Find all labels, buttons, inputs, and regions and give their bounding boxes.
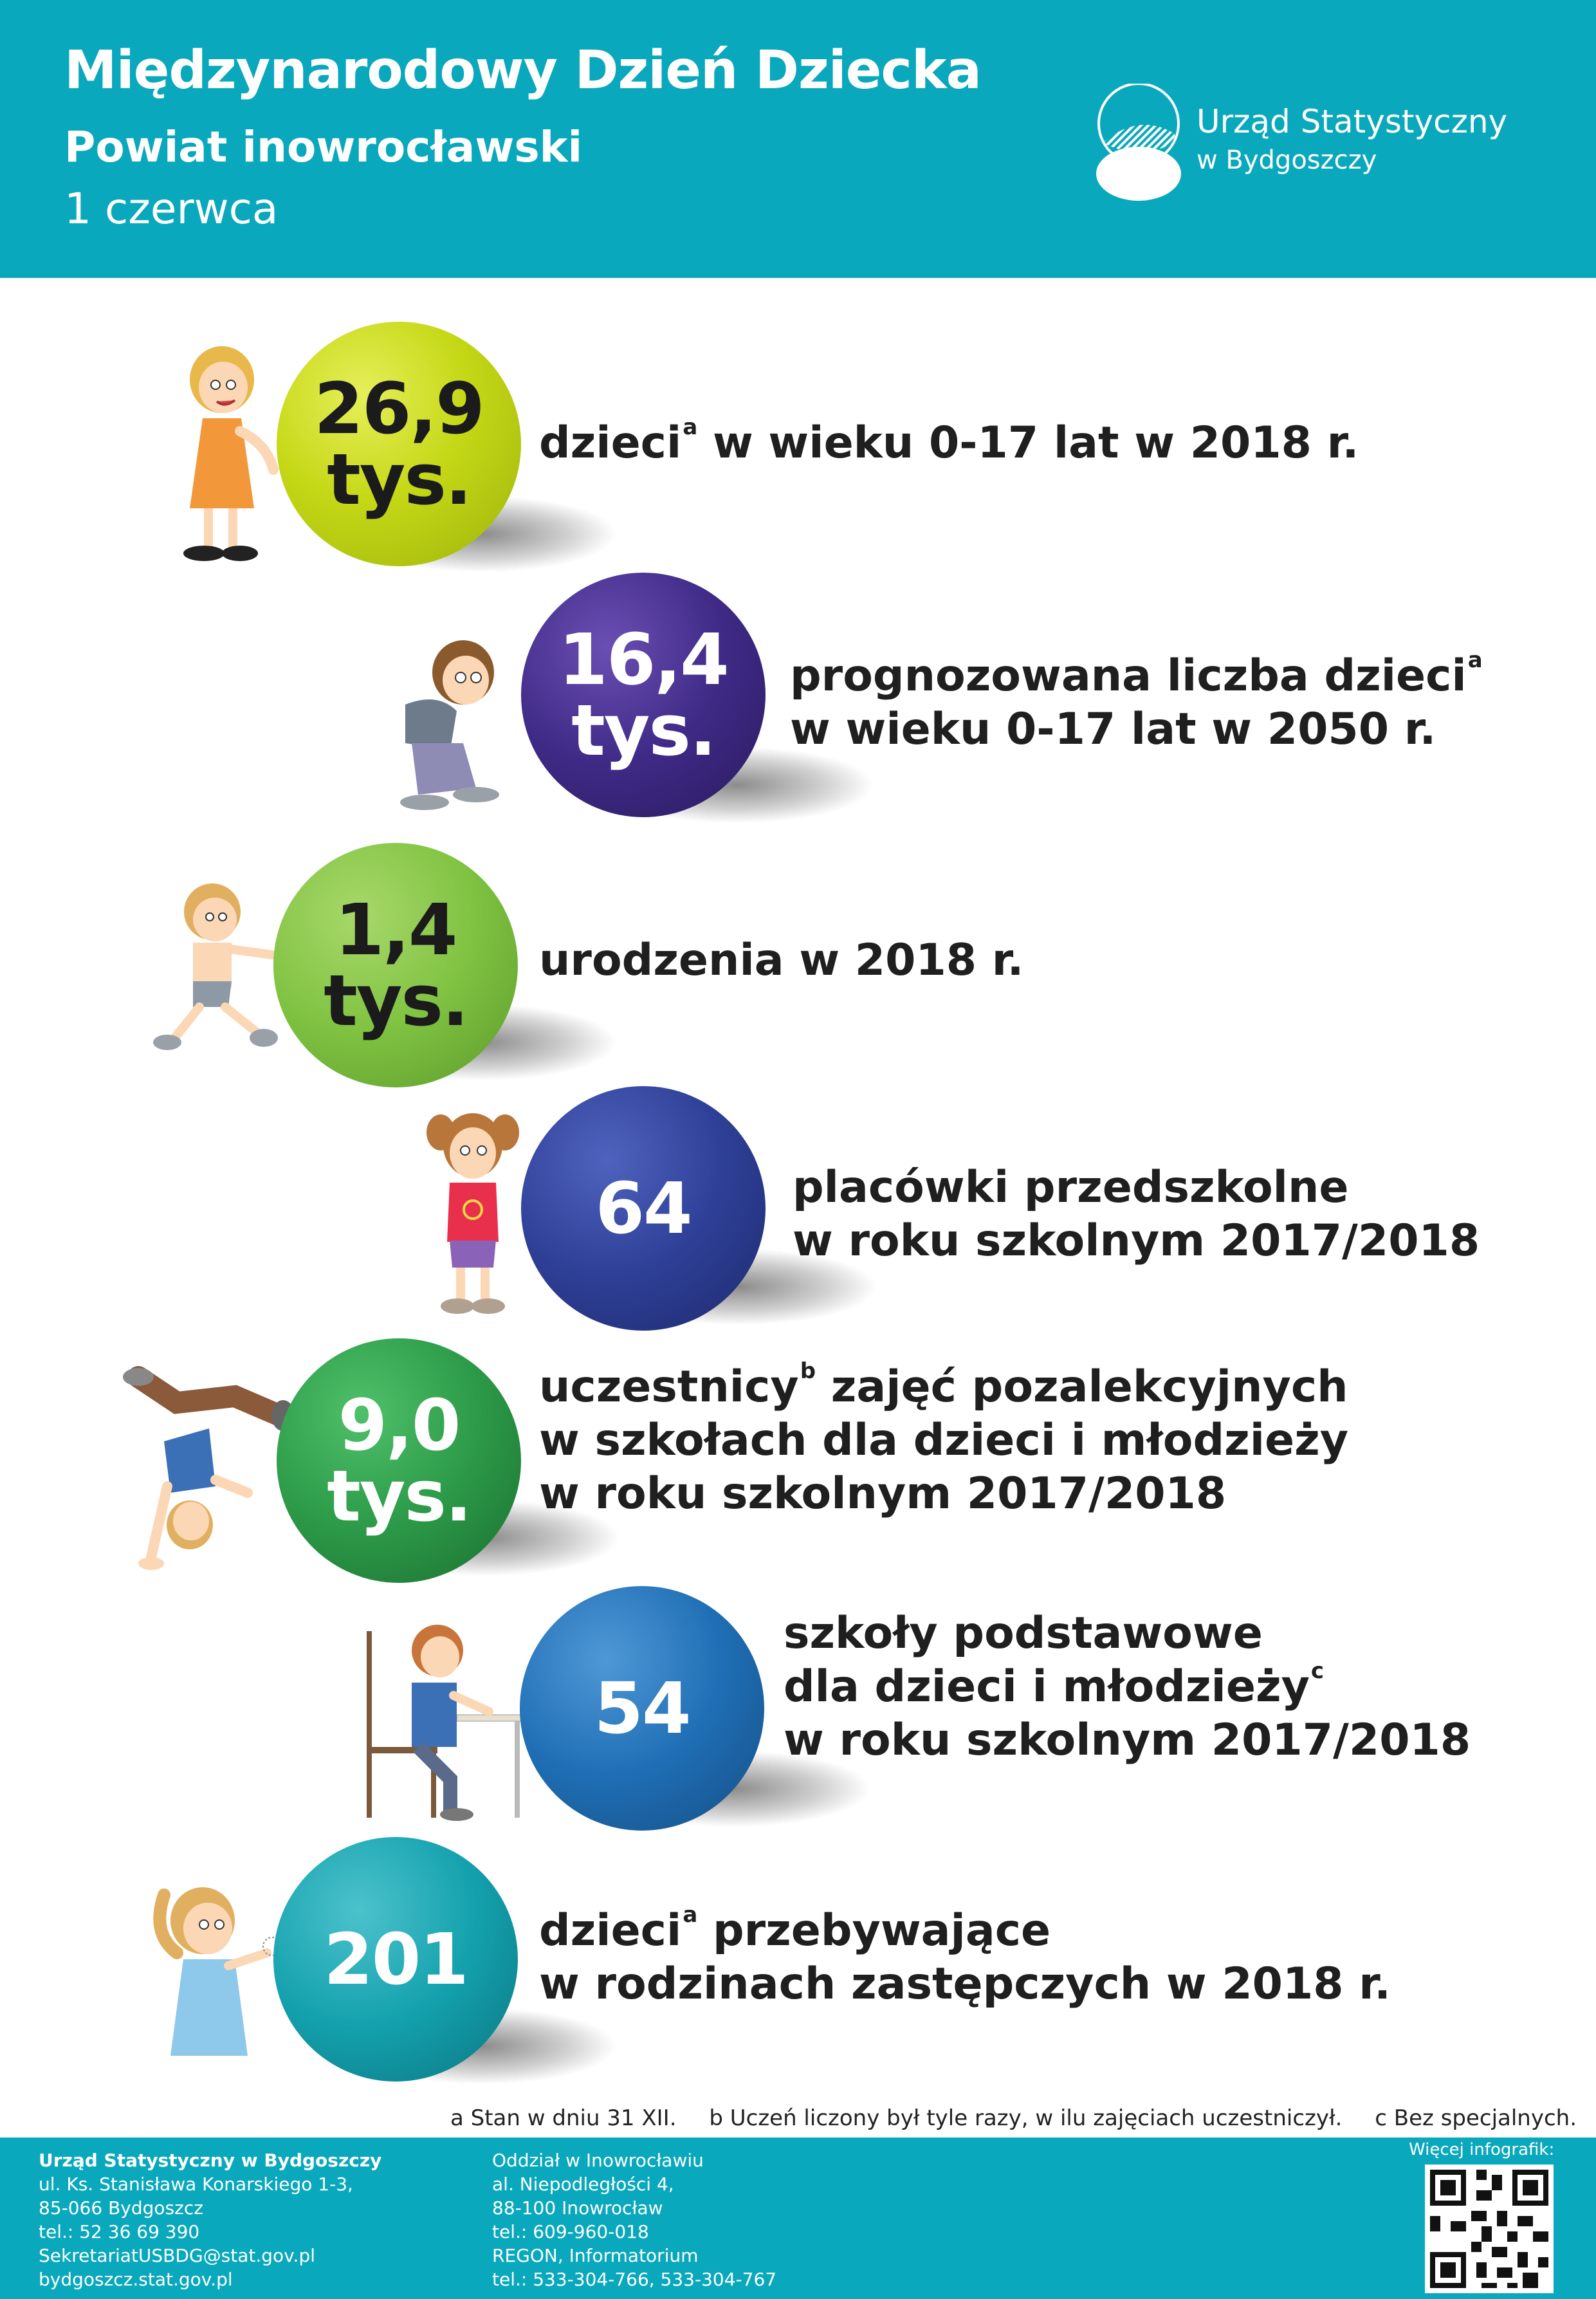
footnote-a: a Stan w dniu 31 XII. <box>450 2105 677 2131</box>
page-subtitle: Powiat inowrocławski <box>64 122 583 172</box>
stat-circle: 64 <box>521 1086 766 1331</box>
footnotes: a Stan w dniu 31 XII. b Uczeń liczony by… <box>450 2105 1596 2131</box>
qr-code-icon[interactable] <box>1425 2165 1554 2293</box>
stat-unit: tys. <box>571 689 717 771</box>
stat-unit: tys. <box>324 959 469 1042</box>
office-logo-icon <box>1096 84 1181 201</box>
stat-unit: tys. <box>327 438 472 521</box>
girl-pigtails-illustration <box>427 1113 519 1314</box>
stat-value: 16,4 <box>558 618 729 701</box>
stat-description: szkoły podstawowe dla dzieci i młodzieży… <box>784 1608 1471 1766</box>
stat-description: dziecia w wieku 0-17 lat w 2018 r. <box>539 414 1359 468</box>
stat-value: 54 <box>594 1667 691 1750</box>
boy-handstand-illustration <box>123 1366 295 1570</box>
stat-description: placówki przedszkolne w roku szkolnym 20… <box>793 1162 1480 1266</box>
stat-unit: tys. <box>327 1455 472 1537</box>
stat-value: 1,4 <box>335 889 458 971</box>
office-email-link[interactable]: SekretariatUSBDG@stat.gov.pl <box>39 2244 315 2266</box>
stat-circle: 16,4 tys. <box>521 573 766 817</box>
page-title: Międzynarodowy Dzień Dziecka <box>64 40 982 101</box>
branch-contact: Oddział w Inowrocławiu al. Niepodległośc… <box>492 2150 777 2290</box>
stat-description: urodzenia w 2018 r. <box>539 935 1024 986</box>
page-date: 1 czerwca <box>64 184 279 234</box>
stat-circle: 9,0 tys. <box>277 1338 521 1583</box>
stat-value: 9,0 <box>338 1384 461 1466</box>
stat-value: 64 <box>595 1167 692 1250</box>
office-website-link[interactable]: bydgoszcz.stat.gov.pl <box>39 2268 233 2290</box>
stat-circle: 26,9 tys. <box>277 322 521 566</box>
stat-circle: 1,4 tys. <box>273 843 518 1087</box>
boy-at-desk-illustration <box>367 1625 527 1821</box>
girl-orange-dress-illustration <box>183 346 279 561</box>
stat-circle: 54 <box>520 1586 764 1831</box>
more-infographics-label: Więcej infografik: <box>1409 2140 1555 2159</box>
stat-description: prognozowana liczba dziecia w wieku 0-17… <box>790 647 1483 755</box>
stat-description: uczestnicyb zajęć pozalekcyjnych w szkoł… <box>539 1358 1349 1519</box>
boy-running-illustration <box>153 883 281 1050</box>
footnote-b: b Uczeń liczony był tyle razy, w ilu zaj… <box>709 2105 1343 2131</box>
boy-crouching-illustration <box>400 640 499 810</box>
office-logo-text: Urząd Statystyczny w Bydgoszczy <box>1197 103 1508 175</box>
girl-blowing-dandelion-illustration <box>153 1887 318 2056</box>
stat-value: 201 <box>324 1918 469 2000</box>
stat-value: 26,9 <box>314 367 484 450</box>
footnote-c: c Bez specjalnych. <box>1375 2105 1577 2131</box>
header-banner: Międzynarodowy Dzień Dziecka Powiat inow… <box>0 0 1596 278</box>
stat-circle: 201 <box>273 1837 518 2082</box>
footer-banner: Urząd Statystyczny w Bydgoszczy ul. Ks. … <box>0 2137 1596 2299</box>
stat-description: dziecia przebywające w rodzinach zastępc… <box>539 1902 1391 2009</box>
office-contact: Urząd Statystyczny w Bydgoszczy ul. Ks. … <box>39 2149 381 2292</box>
